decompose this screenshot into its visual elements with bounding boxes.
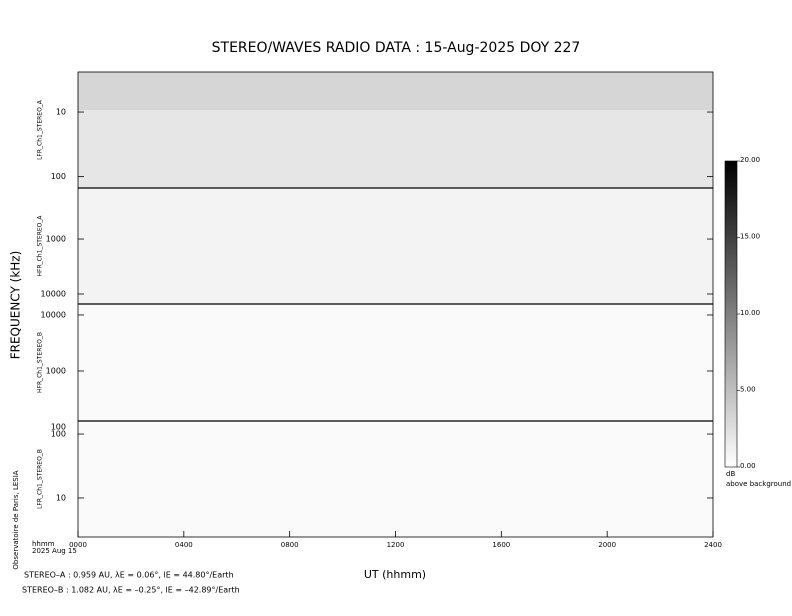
x-unit-label: hhmm — [32, 540, 55, 548]
panel-label: HFR_Ch1_STEREO_B — [37, 332, 44, 393]
colorbar-unit: dB — [726, 470, 735, 478]
y-tick-label: 10 — [56, 493, 66, 502]
colorbar-caption: above background — [726, 480, 791, 488]
date-label: 2025 Aug 15 — [32, 547, 77, 555]
x-tick-label: 0000 — [69, 541, 87, 549]
x-tick-label: 1600 — [492, 541, 510, 549]
y-axis-label: FREQUENCY (kHz) — [9, 251, 23, 360]
y-tick-label: 100 — [51, 430, 66, 439]
colorbar-tick-label: 15.00 — [740, 233, 760, 241]
x-axis-label: UT (hhmm) — [364, 568, 426, 581]
y-tick-label: 100 — [51, 172, 66, 181]
footer-line: STEREO–A : 0.959 AU, λE = 0.06°, lE = 44… — [24, 571, 234, 580]
x-tick-label: 1200 — [387, 541, 405, 549]
colorbar-tick-label: 5.00 — [740, 386, 756, 394]
y-tick-label: 1000 — [46, 366, 66, 375]
noise-band — [78, 72, 713, 110]
panel-label: LFR_Ch1_STEREO_A — [37, 99, 44, 160]
x-tick-label: 0800 — [281, 541, 299, 549]
y-tick-label: 1000 — [46, 235, 66, 244]
panel-label: LFR_Ch1_STEREO_B — [37, 449, 44, 509]
y-tick-label: 10 — [56, 108, 66, 117]
panel — [78, 188, 713, 304]
y-tick-label: 100 — [51, 423, 66, 432]
colorbar-tick-label: 20.00 — [740, 156, 760, 164]
colorbar-tick-label: 10.00 — [740, 309, 760, 317]
x-tick-label: 2000 — [598, 541, 616, 549]
colorbar — [724, 160, 738, 468]
y-tick-label: 10000 — [41, 310, 66, 319]
panel-label: HFR_Ch1_STEREO_A — [37, 215, 44, 277]
footer-line: STEREO–B : 1.082 AU, λE = –0.25°, lE = –… — [22, 586, 240, 595]
chart-title: STEREO/WAVES RADIO DATA : 15-Aug-2025 DO… — [212, 40, 581, 56]
y-tick-label: 10000 — [41, 290, 66, 299]
x-tick-label: 2400 — [704, 541, 722, 549]
panel — [78, 304, 713, 421]
x-tick-label: 0400 — [175, 541, 193, 549]
credit: Observatoire de Paris, LESIA — [12, 470, 20, 569]
colorbar-tick-label: 0.00 — [740, 462, 756, 470]
panel — [78, 421, 713, 537]
